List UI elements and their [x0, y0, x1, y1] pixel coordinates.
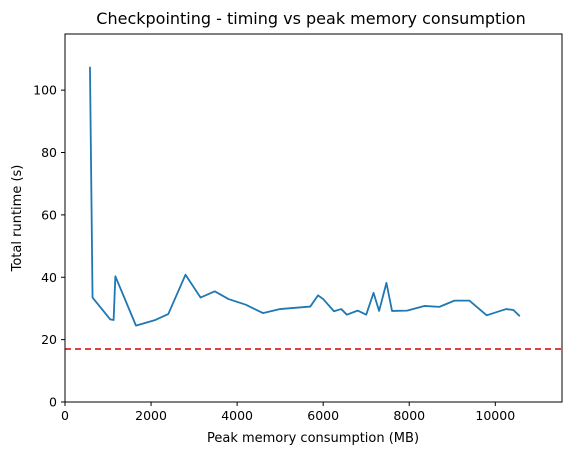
x-tick-label: 2000 — [135, 408, 167, 423]
axis-ticks: 0 2000 4000 6000 8000 10000 0 20 40 60 80 100 — [33, 83, 515, 423]
x-tick-label: 0 — [61, 408, 69, 423]
plot-frame — [64, 33, 563, 403]
plot-area — [65, 66, 562, 350]
chart-title: Checkpointing - timing vs peak memory co… — [96, 9, 525, 28]
y-tick-label: 40 — [41, 270, 57, 285]
y-tick-label: 20 — [41, 332, 57, 347]
y-axis-label: Total runtime (s) — [10, 165, 25, 273]
x-tick-label: 8000 — [393, 408, 425, 423]
y-tick-label: 60 — [41, 207, 57, 222]
x-tick-label: 10000 — [475, 408, 515, 423]
series-line-0 — [89, 66, 521, 327]
y-tick-label: 100 — [33, 83, 57, 98]
y-tick-label: 0 — [49, 395, 57, 410]
x-axis-label: Peak memory consumption (MB) — [207, 431, 419, 446]
x-tick-label: 6000 — [307, 408, 339, 423]
y-tick-label: 80 — [41, 145, 57, 160]
x-tick-label: 4000 — [221, 408, 253, 423]
